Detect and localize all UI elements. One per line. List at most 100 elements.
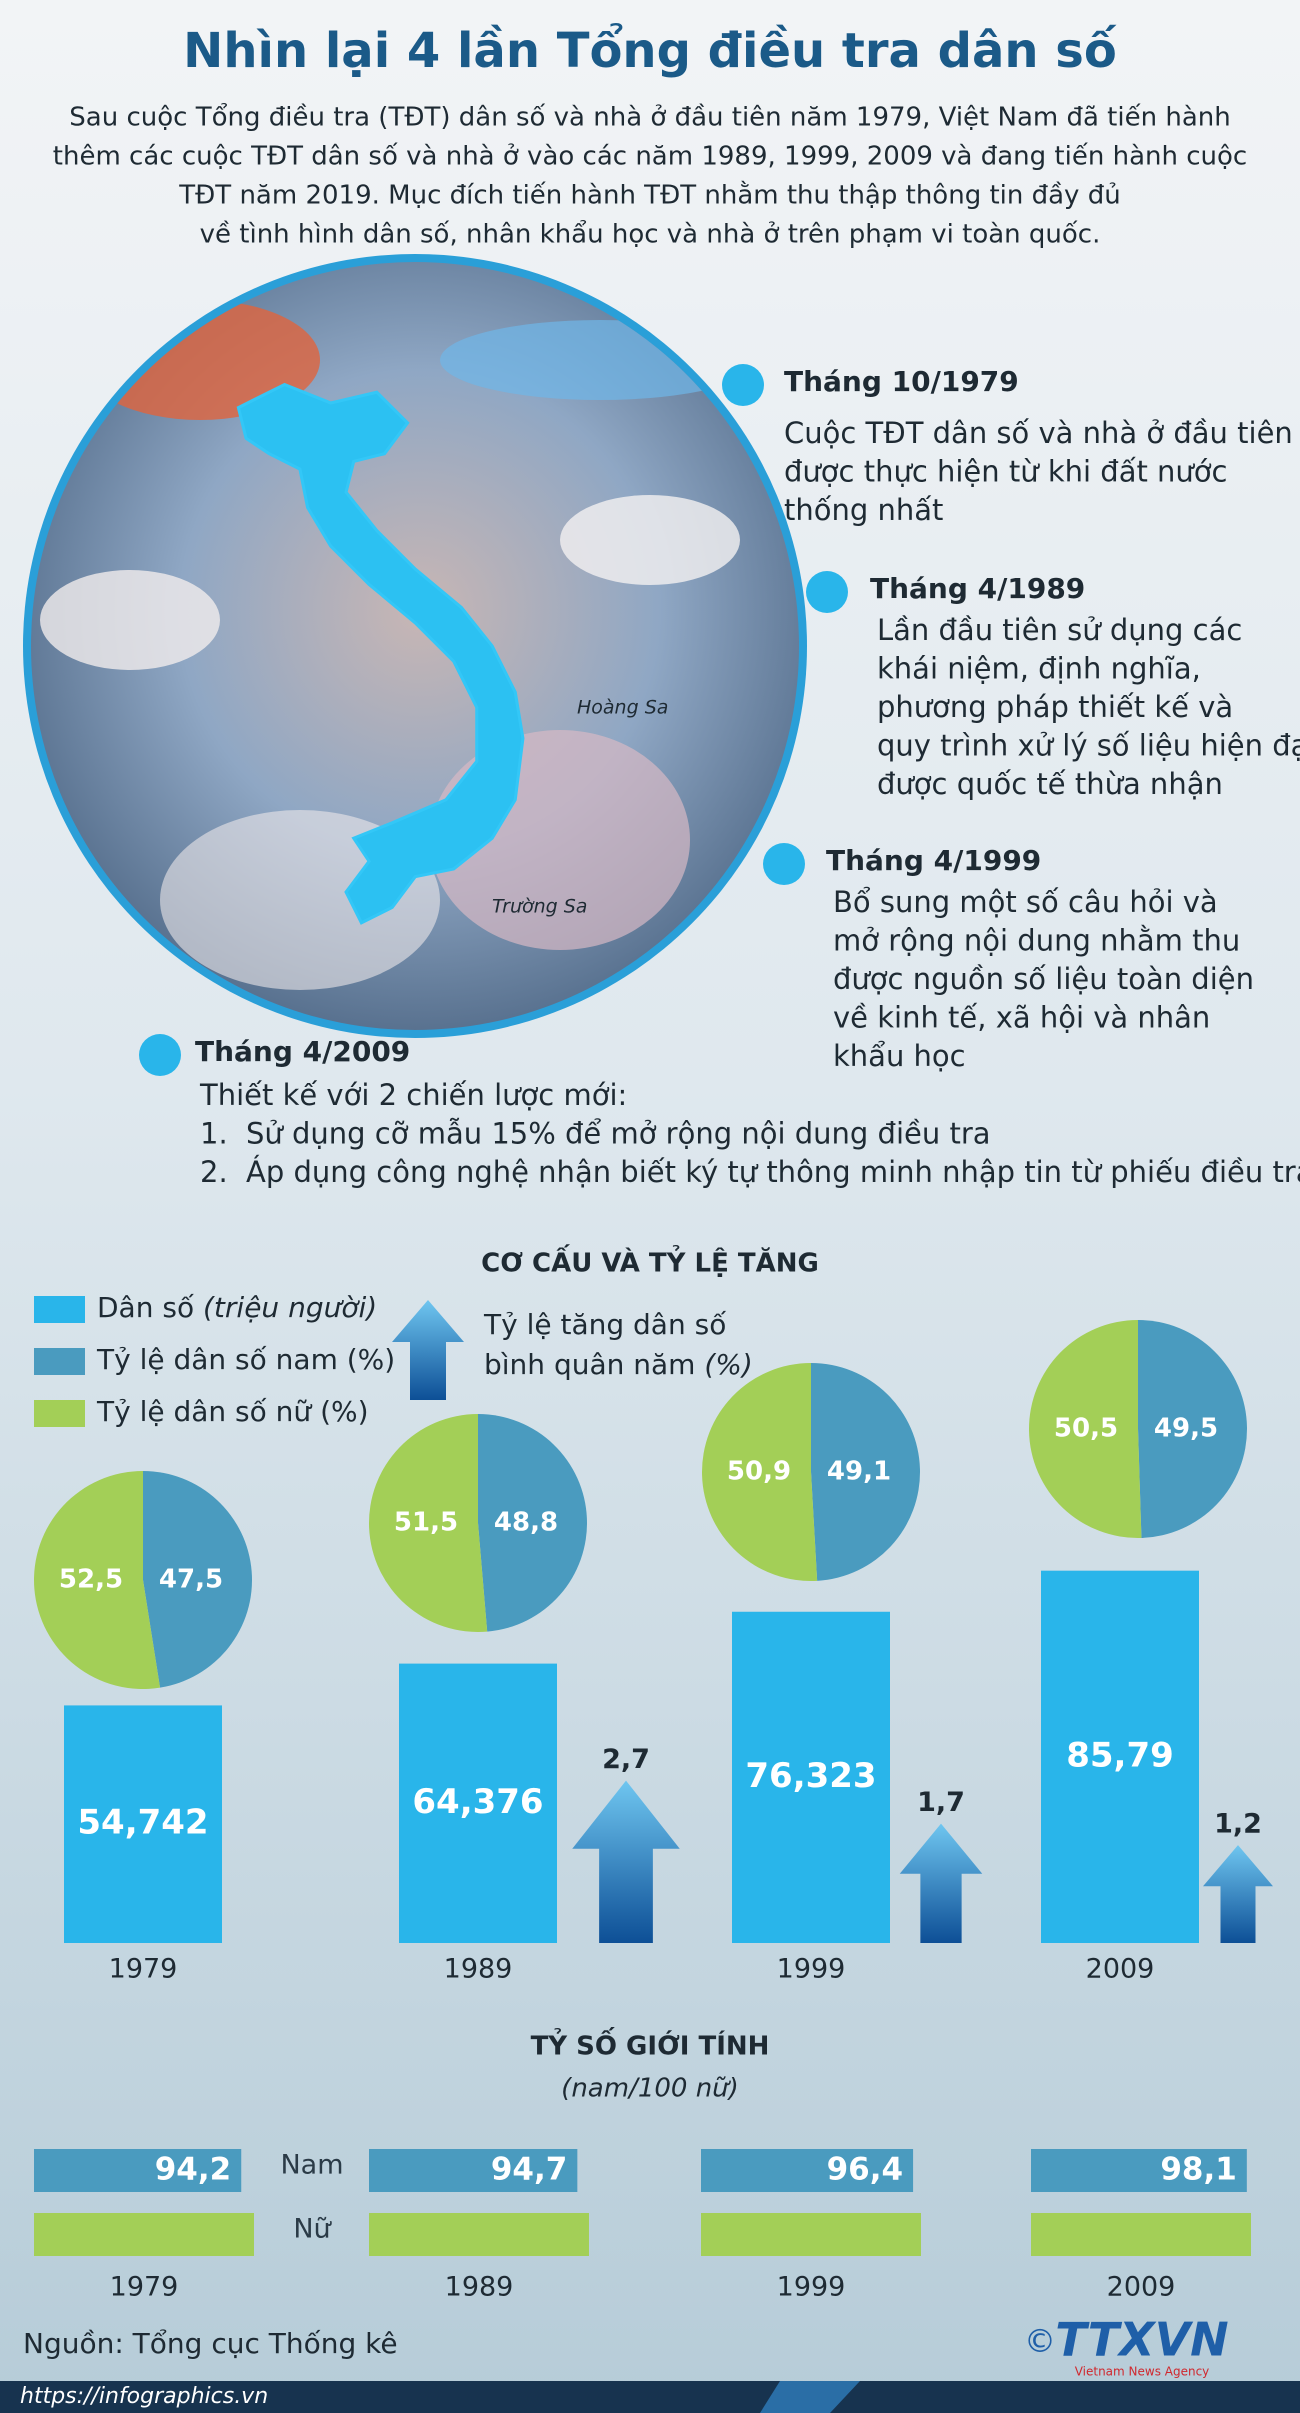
year-label: 1999 xyxy=(777,1954,846,1985)
copyright: © xyxy=(1024,2322,1056,2360)
timeline-text: Cuộc TĐT dân số và nhà ở đầu tiên xyxy=(784,416,1293,450)
bar-value: 85,79 xyxy=(1066,1735,1174,1775)
list-text: Sử dụng cỡ mẫu 15% để mở rộng nội dung đ… xyxy=(246,1117,991,1151)
intro-line: về tình hình dân số, nhân khẩu học và nh… xyxy=(200,219,1101,250)
pie-female xyxy=(368,1414,488,1632)
ratio-bar xyxy=(34,2213,254,2256)
pie-male xyxy=(478,1414,587,1632)
growth-legend: Tỷ lệ tăng dân số bình quân năm (%) xyxy=(484,1305,764,1385)
population-bar xyxy=(732,1611,890,1943)
bar-value: 76,323 xyxy=(745,1756,876,1796)
ratio-bar xyxy=(34,2149,242,2192)
population-bar xyxy=(399,1663,557,1943)
ratio-value: 96,4 xyxy=(827,2152,904,2188)
photo xyxy=(31,262,799,1030)
timeline-text: được thực hiện từ khi đất nước xyxy=(784,455,1228,489)
timeline-dot xyxy=(722,364,764,406)
timeline-text: Bổ sung một số câu hỏi và xyxy=(833,885,1218,919)
pie-label: 50,5 xyxy=(1054,1414,1118,1444)
timeline-text: khẩu học xyxy=(833,1039,966,1073)
legend-swatch xyxy=(34,1400,85,1427)
year-label: 1979 xyxy=(110,2272,179,2303)
map-label: Trường Sa xyxy=(492,896,587,918)
legend-text: Tỷ lệ dân số nữ (%) xyxy=(96,1395,369,1428)
ratio-bar xyxy=(369,2213,589,2256)
intro-line: TĐT năm 2019. Mục đích tiến hành TĐT nhằ… xyxy=(178,180,1120,211)
pie-label: 52,5 xyxy=(59,1565,123,1595)
timeline-text: được quốc tế thừa nhận xyxy=(877,767,1223,801)
pie-male xyxy=(1138,1320,1247,1538)
timeline-dot xyxy=(139,1034,181,1076)
legend-unit: (triệu người) xyxy=(203,1291,377,1324)
ratio-value: 94,2 xyxy=(155,2152,232,2188)
growth-arrow xyxy=(1203,1845,1273,1943)
series-label: Nữ xyxy=(293,2214,332,2245)
arrow-value: 1,2 xyxy=(1214,1809,1262,1840)
growth-arrow xyxy=(572,1780,680,1943)
legend-arrow xyxy=(392,1300,464,1400)
pie-female xyxy=(702,1363,818,1581)
timeline-date: Tháng 4/1989 xyxy=(870,572,1085,605)
timeline-text: khái niệm, định nghĩa, xyxy=(877,652,1201,686)
logo: TTXVN xyxy=(1055,2313,1228,2367)
arrow-value: 2,7 xyxy=(602,1744,650,1775)
pie-female xyxy=(1028,1320,1142,1538)
timeline-dot xyxy=(763,843,805,885)
series-label: Nam xyxy=(280,2150,343,2181)
timeline-text: Thiết kế với 2 chiến lược mới: xyxy=(199,1078,627,1112)
timeline-text: được nguồn số liệu toàn diện xyxy=(833,962,1254,996)
year-label: 1989 xyxy=(445,2272,514,2303)
timeline-text: phương pháp thiết kế và xyxy=(877,690,1233,724)
legend-swatch xyxy=(34,1296,85,1323)
arrow-value: 1,7 xyxy=(917,1787,965,1818)
source: Nguồn: Tổng cục Thống kê xyxy=(23,2327,398,2360)
list-text: Áp dụng công nghệ nhận biết ký tự thông … xyxy=(246,1155,1300,1189)
map-label: Hoàng Sa xyxy=(577,697,668,719)
timeline-text: về kinh tế, xã hội và nhân xyxy=(833,1001,1210,1035)
pie-label: 49,5 xyxy=(1154,1414,1218,1444)
ratio-bar xyxy=(701,2149,914,2192)
chart-subtitle: (nam/100 nữ) xyxy=(561,2074,739,2104)
population-bar xyxy=(1041,1570,1199,1943)
footer-band xyxy=(0,2381,1300,2413)
chart-title: TỶ SỐ GIỚI TÍNH xyxy=(531,2026,770,2062)
pie-female xyxy=(34,1471,161,1689)
legend-text: Tỷ lệ dân số nam (%) xyxy=(96,1343,395,1376)
pie-label: 47,5 xyxy=(159,1565,223,1595)
bar-value: 64,376 xyxy=(412,1782,543,1822)
timeline-date: Tháng 10/1979 xyxy=(784,365,1019,398)
legend-text: Dân số (triệu người) xyxy=(97,1291,377,1324)
population-bar xyxy=(64,1705,222,1943)
pie-male xyxy=(143,1471,253,1688)
year-label: 2009 xyxy=(1107,2272,1176,2303)
timeline-text: quy trình xử lý số liệu hiện đại xyxy=(877,729,1300,763)
year-label: 1979 xyxy=(109,1954,178,1985)
title: Nhìn lại 4 lần Tổng điều tra dân số xyxy=(183,23,1117,79)
pie-label: 48,8 xyxy=(494,1508,558,1538)
list-marker: 1. xyxy=(200,1117,228,1151)
timeline-text: mở rộng nội dung nhằm thu xyxy=(833,924,1240,958)
year-label: 1999 xyxy=(777,2272,846,2303)
legend-name: Dân số xyxy=(97,1291,194,1324)
timeline-date: Tháng 4/1999 xyxy=(826,844,1041,877)
logo-sub: Vietnam News Agency xyxy=(1075,2365,1210,2379)
legend-text: Tỷ lệ tăng dân số bình quân năm xyxy=(484,1308,727,1381)
intro-line: Sau cuộc Tổng điều tra (TĐT) dân số và n… xyxy=(69,102,1230,133)
url: https://infographics.vn xyxy=(20,2384,268,2409)
timeline-text: thống nhất xyxy=(784,493,943,527)
list-marker: 2. xyxy=(200,1155,228,1189)
pie-label: 51,5 xyxy=(394,1508,458,1538)
legend-unit: (%) xyxy=(704,1348,753,1381)
intro-line: thêm các cuộc TĐT dân số và nhà ở vào cá… xyxy=(53,142,1247,172)
growth-arrow xyxy=(899,1823,983,1943)
timeline-dot xyxy=(806,571,848,613)
ratio-value: 94,7 xyxy=(491,2152,568,2188)
year-label: 1989 xyxy=(444,1954,513,1985)
pie-male xyxy=(811,1363,921,1581)
year-label: 2009 xyxy=(1086,1954,1155,1985)
ratio-bar xyxy=(369,2149,578,2192)
ratio-bar xyxy=(701,2213,921,2256)
ratio-value: 98,1 xyxy=(1160,2152,1237,2188)
